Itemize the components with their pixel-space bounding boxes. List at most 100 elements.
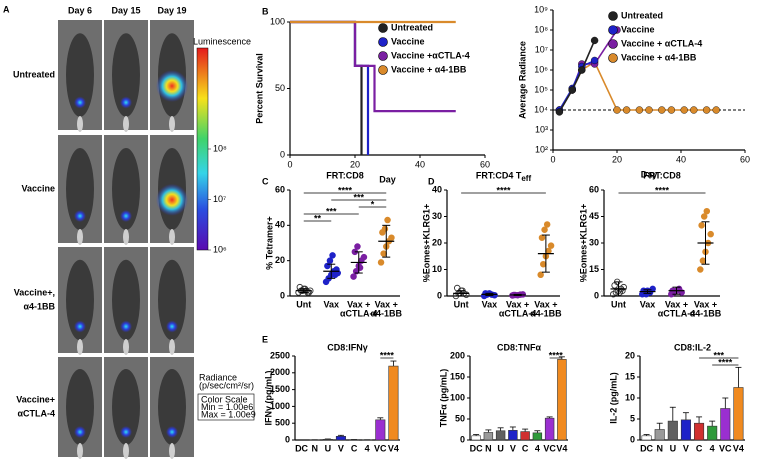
- group-label: α4-1BB: [23, 301, 55, 311]
- y-tick-label: 500: [275, 418, 290, 428]
- x-tick-label: αCTLA-4: [340, 308, 378, 318]
- mouse-tail: [169, 443, 175, 459]
- legend-marker: [608, 53, 618, 63]
- error-bar: [669, 406, 676, 422]
- y-axis-label: TNFα (pg/mL): [438, 369, 448, 428]
- significance-label: ****: [338, 185, 353, 195]
- x-tick-label: Vax +: [534, 299, 557, 309]
- luminescence-signal: [166, 426, 178, 438]
- y-tick-label: 2500: [270, 350, 290, 360]
- data-point: [703, 207, 711, 215]
- data-point: [642, 290, 650, 298]
- x-tick-label: 20: [350, 159, 360, 169]
- y-tick-label: 50: [275, 83, 285, 93]
- chart-title: FRT:CD8: [643, 170, 681, 180]
- bar: [375, 419, 386, 441]
- chart-title: FRT:CD4 Teff: [476, 170, 532, 183]
- data-point: [697, 266, 704, 273]
- y-tick-label: 100: [270, 16, 285, 26]
- x-tick-label: C: [696, 443, 703, 453]
- x-tick-label: Vax: [323, 299, 339, 309]
- scale-text: Max = 1.00e9: [201, 409, 256, 419]
- colorbar-tick-label: 10⁶: [213, 244, 227, 254]
- x-tick-label: DC: [295, 443, 308, 453]
- y-axis-label: % Tetramer+: [264, 216, 274, 270]
- legend-label: Vaccine + α4-1BB: [621, 52, 697, 62]
- error-bar: [656, 422, 663, 430]
- significance-label: ***: [353, 192, 364, 202]
- x-tick-label: 40: [415, 159, 425, 169]
- data-point: [541, 226, 548, 233]
- colorbar: [196, 47, 209, 251]
- mouse-body: [66, 147, 94, 231]
- x-tick-label: 40: [676, 154, 686, 164]
- luminescence-signal: [120, 210, 132, 222]
- y-tick-label: 0: [280, 290, 285, 300]
- luminescence-signal: [156, 183, 188, 216]
- y-tick-label: 10: [625, 392, 635, 402]
- x-tick-label: Vax +: [375, 299, 398, 309]
- bar: [707, 425, 718, 441]
- colorbar-tick-label: 10⁷: [213, 194, 226, 204]
- panel-label: E: [262, 334, 268, 344]
- data-point: [380, 250, 387, 257]
- x-tick-label: 0: [287, 159, 292, 169]
- mouse-body: [158, 369, 186, 445]
- data-point: [613, 106, 621, 114]
- x-tick-label: α4-1BB: [690, 308, 722, 318]
- luminescence-signal: [74, 96, 86, 109]
- series-line: [558, 59, 595, 111]
- y-tick-label: 20: [432, 237, 442, 247]
- x-tick-label: V4: [733, 443, 744, 453]
- x-tick-label: U: [497, 443, 504, 453]
- y-tick-label: 40: [275, 220, 285, 230]
- x-tick-label: V: [510, 443, 516, 453]
- data-point: [377, 259, 385, 266]
- day-label: Day 6: [68, 5, 92, 15]
- bar: [654, 429, 665, 441]
- scale-box: [197, 393, 255, 421]
- x-tick-label: Unt: [611, 299, 626, 309]
- group-label: Vaccine+: [16, 394, 55, 404]
- group-label: Vaccine+,: [14, 287, 55, 297]
- data-point: [326, 257, 334, 264]
- group-label: Vaccine: [21, 183, 55, 193]
- luminescence-signal: [120, 96, 132, 109]
- y-tick-label: 45: [589, 211, 599, 221]
- bar: [471, 435, 481, 441]
- data-point: [538, 234, 546, 241]
- x-tick-label: C: [351, 443, 358, 453]
- x-tick-label: VC: [374, 443, 387, 453]
- error-bar: [390, 360, 397, 367]
- x-tick-label: 20: [612, 154, 622, 164]
- y-tick-label: 15: [589, 264, 599, 274]
- significance-label: ****: [718, 357, 733, 367]
- x-tick-label: Vax +: [347, 299, 370, 309]
- sd-bar: [672, 286, 681, 295]
- luminescence-signal: [74, 426, 86, 438]
- bar: [388, 365, 399, 441]
- sd-bar: [382, 224, 391, 258]
- y-axis-label: %Eomes+KLRG1+: [578, 204, 588, 283]
- error-bar: [485, 429, 492, 433]
- x-tick-label: U: [325, 443, 332, 453]
- x-tick-label: αCTLA-4: [658, 308, 696, 318]
- y-axis-label: Average Radiance: [517, 41, 527, 119]
- legend-marker: [378, 65, 388, 75]
- mouse-tail: [77, 339, 83, 355]
- x-tick-label: 4: [710, 443, 715, 453]
- x-tick-label: αCTLA-4: [499, 308, 537, 318]
- significance-label: ****: [655, 185, 670, 195]
- legend-label: Vaccine +αCTLA-4: [391, 50, 470, 60]
- data-point: [547, 242, 555, 249]
- mouse-body: [112, 147, 140, 231]
- y-tick-label: 0: [630, 434, 635, 444]
- x-tick-label: α4-1BB: [370, 308, 402, 318]
- data-point: [658, 106, 666, 114]
- bar: [483, 432, 494, 441]
- data-point: [555, 108, 564, 116]
- series-line: [558, 40, 596, 113]
- y-tick-label: 10⁴: [534, 104, 548, 114]
- mouse-body: [66, 369, 94, 445]
- y-tick-label: 100: [450, 392, 465, 402]
